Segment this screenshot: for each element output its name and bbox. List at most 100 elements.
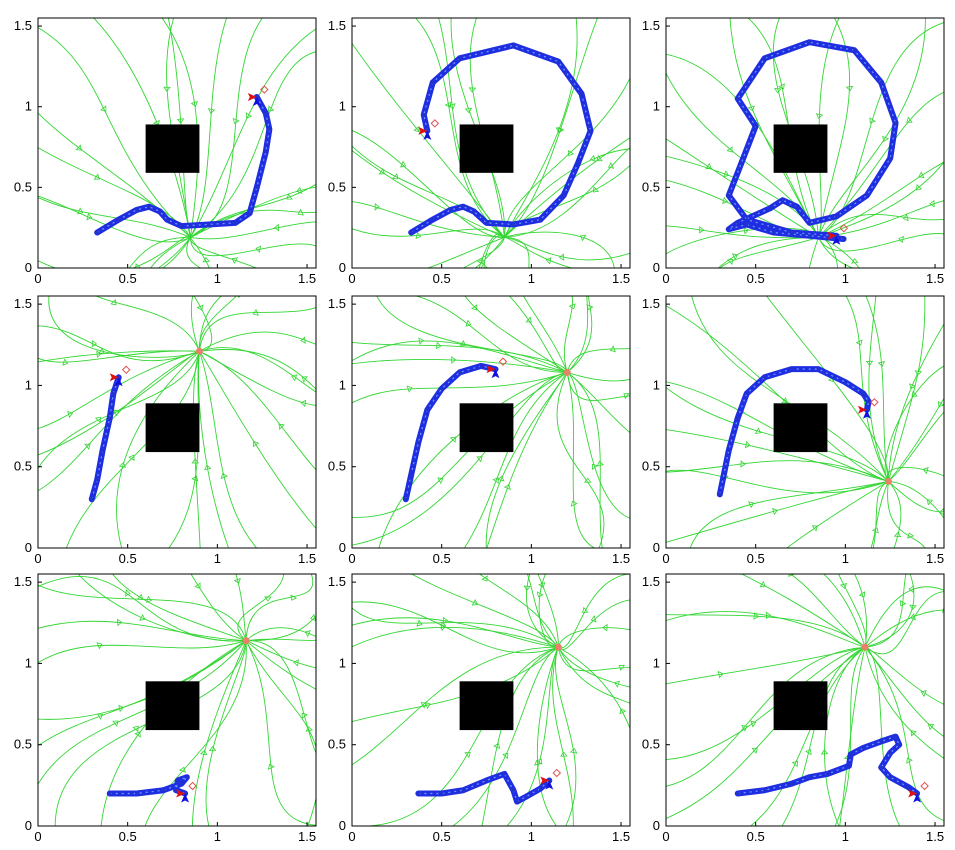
- trajectory-point: [562, 193, 566, 198]
- x-tick-label: 0: [348, 551, 355, 566]
- streamline-arrow: [413, 125, 420, 133]
- streamline-arrow: [910, 730, 917, 737]
- streamline-arrow: [781, 397, 788, 404]
- trajectory-point: [745, 391, 749, 396]
- x-tick-label: 1: [528, 271, 535, 286]
- streamline-arrow: [774, 88, 782, 94]
- streamline-arrow: [190, 100, 198, 107]
- y-tick-label: 1.5: [642, 18, 660, 33]
- streamline-arrow: [327, 694, 332, 699]
- trajectory-point: [440, 387, 444, 391]
- streamline-arrow: [75, 144, 82, 151]
- trajectory-point: [267, 127, 271, 131]
- trajectory-point: [849, 752, 853, 757]
- streamline-arrow: [805, 748, 812, 756]
- end-pose-arrow-red: [486, 365, 496, 374]
- trajectory-point: [458, 370, 462, 375]
- streamline-arrow: [525, 316, 532, 323]
- y-tick-label: 1.5: [14, 296, 32, 311]
- streamline-arrow: [865, 360, 874, 366]
- trajectory-point: [538, 218, 542, 222]
- y-tick-label: 0: [25, 540, 32, 555]
- trajectory-point: [789, 230, 794, 235]
- streamline-arrow: [639, 373, 643, 379]
- streamline: [474, 237, 505, 268]
- streamline: [504, 236, 530, 268]
- streamline-arrow: [699, 226, 705, 234]
- x-tick-label: 0.5: [433, 271, 451, 286]
- streamline: [522, 296, 568, 373]
- trajectory-point: [147, 205, 151, 209]
- streamline-arrow: [98, 347, 105, 354]
- end-pose-marker: [920, 781, 929, 791]
- end-pose-arrow-red: [247, 93, 257, 102]
- streamline-arrow: [191, 458, 200, 464]
- streamline-arrow: [497, 475, 505, 482]
- streamline-arrow: [100, 105, 107, 112]
- streamline-arrow: [820, 749, 829, 755]
- trajectory-point: [736, 97, 740, 101]
- x-tick-label: 0.5: [119, 551, 137, 566]
- streamline-arrow: [435, 341, 442, 350]
- attractor-point: [195, 347, 203, 355]
- trajectory-point: [135, 791, 139, 796]
- streamline-arrow: [855, 339, 863, 346]
- y-tick-label: 0.5: [328, 737, 346, 752]
- streamline-arrow: [77, 207, 84, 215]
- streamline-arrow: [196, 304, 204, 311]
- y-tick-label: 0: [653, 540, 660, 555]
- x-tick-label: 1.5: [298, 271, 316, 286]
- trajectory-markers: [418, 773, 550, 803]
- streamline: [426, 236, 505, 268]
- streamline-arrow: [590, 615, 597, 623]
- streamline-arrow: [451, 356, 457, 364]
- plot-frame: [37, 17, 317, 269]
- trajectory-point: [888, 775, 892, 779]
- trajectory-point: [843, 380, 847, 384]
- y-tick-label: 0.5: [328, 459, 346, 474]
- trajectory-point: [789, 782, 794, 786]
- y-tick-label: 0.5: [14, 179, 32, 194]
- end-pose-arrow-blue: [181, 793, 190, 803]
- streamline-arrow: [567, 149, 575, 157]
- trajectory-point: [440, 791, 444, 796]
- trajectory-point: [879, 80, 883, 85]
- trajectory-point: [416, 791, 420, 796]
- obstacle: [459, 681, 514, 731]
- streamline: [823, 574, 866, 648]
- streamline-arrow: [908, 585, 914, 594]
- plot-frame: [37, 573, 317, 827]
- streamline-arrow: [938, 400, 944, 408]
- trajectory-point: [763, 788, 767, 792]
- streamline-arrow: [112, 720, 119, 727]
- streamline: [245, 640, 316, 690]
- streamline-arrow: [602, 623, 608, 632]
- streamline-arrow: [815, 113, 824, 120]
- trajectory-point: [461, 205, 465, 209]
- streamline-arrow: [705, 162, 712, 170]
- streamline-arrow: [583, 477, 592, 483]
- streamline: [526, 574, 559, 648]
- plot-frame: [351, 17, 631, 269]
- y-tick-label: 1: [25, 377, 32, 392]
- streamline-arrow: [465, 319, 472, 327]
- streamline-arrow: [535, 758, 543, 765]
- trajectory-point: [458, 56, 462, 60]
- x-tick-label: 1.5: [926, 551, 944, 566]
- trajectory-point: [90, 497, 94, 501]
- streamline-arrow: [582, 606, 589, 613]
- streamline-arrow: [524, 567, 529, 572]
- streamline-arrow: [893, 531, 902, 538]
- plot-frame: [665, 295, 945, 549]
- streamline-arrow: [791, 760, 798, 768]
- streamline-arrow: [93, 173, 101, 180]
- y-tick-label: 0.5: [642, 179, 660, 194]
- trajectory-point: [431, 218, 435, 222]
- trajectory-point: [165, 218, 169, 222]
- trajectory-point: [95, 478, 99, 482]
- streamline-arrow: [121, 286, 127, 291]
- trajectory-point: [206, 222, 210, 227]
- end-pose-arrow-blue: [423, 130, 432, 140]
- y-tick-label: 1: [653, 377, 660, 392]
- x-tick-label: 0: [34, 271, 41, 286]
